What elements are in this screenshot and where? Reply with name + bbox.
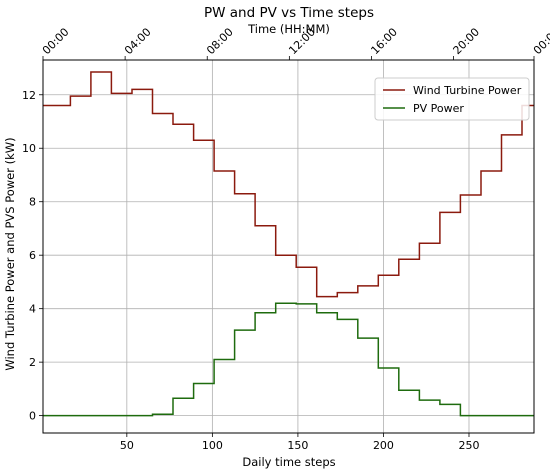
top-tick-label: 16:00 [368, 26, 400, 58]
legend: Wind Turbine Power PV Power [374, 77, 530, 121]
legend-label: PV Power [413, 102, 464, 115]
top-tick-label: 00:00 [40, 26, 72, 58]
x-tick-label: 250 [458, 439, 479, 452]
y-axis-title: Wind Turbine Power and PVS Power (kW) [3, 137, 17, 370]
chart-title: PW and PV vs Time steps [204, 5, 374, 21]
x-tick-label: 50 [120, 439, 134, 452]
series-line-wind-turbine-power [43, 71, 534, 298]
x-axis-title: Daily time steps [242, 455, 335, 469]
legend-box [374, 77, 530, 121]
top-tick-label: 04:00 [122, 26, 154, 58]
top-tick-label: 00:00 [531, 26, 550, 58]
y-tick-label: 2 [29, 356, 36, 369]
y-tick-label: 10 [22, 142, 36, 155]
top-axis-title: Time (HH:MM) [247, 22, 330, 36]
y-tick-label: 4 [29, 303, 36, 316]
x-tick-label: 100 [202, 439, 223, 452]
y-tick-label: 8 [29, 196, 36, 209]
x-tick-label: 200 [373, 439, 394, 452]
plot-frame [42, 59, 535, 434]
series-line-pv-power [43, 302, 534, 417]
x-tick-label: 150 [287, 439, 308, 452]
y-tick-label: 0 [29, 410, 36, 423]
y-tick-label: 6 [29, 249, 36, 262]
top-tick-label: 20:00 [451, 26, 483, 58]
series-lines [43, 71, 534, 417]
legend-label: Wind Turbine Power [413, 84, 522, 97]
y-tick-label: 12 [22, 89, 36, 102]
top-tick-label: 08:00 [204, 26, 236, 58]
